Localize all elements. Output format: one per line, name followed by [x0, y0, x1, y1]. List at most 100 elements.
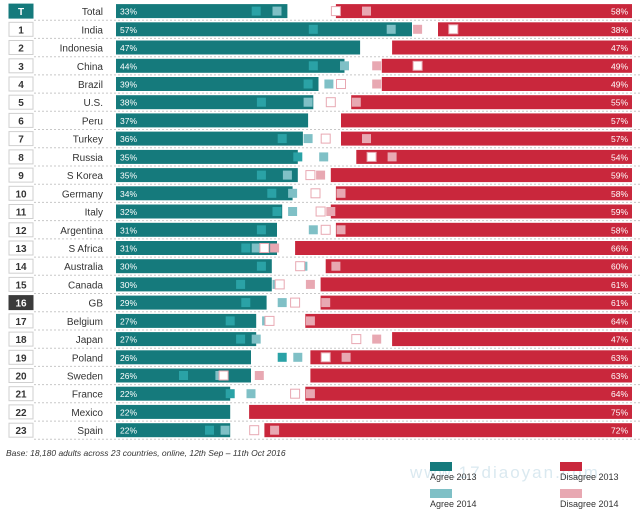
agree-value-label: 39% — [120, 80, 137, 90]
country-label: Australia — [64, 262, 103, 273]
rank-box — [8, 94, 34, 110]
disagree-2014-marker — [372, 79, 382, 89]
disagree-bar — [381, 77, 632, 91]
disagree-value-label: 49% — [611, 80, 628, 90]
rank-label: 12 — [15, 226, 27, 237]
disagree-value-label: 66% — [611, 244, 628, 254]
disagree-2014-marker — [336, 188, 346, 198]
disagree-2013-marker — [325, 97, 336, 108]
country-label: India — [81, 25, 103, 36]
disagree-2014-marker — [387, 152, 397, 162]
agree-2013-marker — [256, 97, 266, 107]
rank-label: 2 — [18, 44, 24, 55]
country-label: Germany — [62, 189, 103, 200]
agree-2013-marker — [225, 389, 235, 399]
disagree-bar — [320, 295, 632, 310]
country-label: Russia — [72, 153, 103, 164]
disagree-bar — [438, 22, 632, 37]
disagree-bar — [330, 168, 632, 183]
agree-2013-marker — [293, 152, 303, 162]
disagree-2014-marker — [254, 371, 264, 380]
agree-bar — [116, 404, 231, 419]
rank-box — [8, 40, 34, 55]
agree-2013-marker — [277, 352, 287, 362]
agree-2013-marker — [256, 170, 266, 180]
disagree-2014-marker — [331, 261, 341, 271]
disagree-value-label: 38% — [611, 25, 628, 35]
disagree-value-label: 63% — [611, 353, 628, 363]
disagree-bar — [249, 404, 632, 419]
agree-2014-marker — [293, 352, 303, 362]
disagree-value-label: 58% — [611, 7, 628, 17]
agree-2013-marker — [277, 134, 287, 144]
agree-2013-marker — [308, 24, 318, 34]
rank-box — [8, 112, 34, 128]
agree-2013-marker — [308, 61, 318, 71]
agree-value-label: 34% — [120, 189, 137, 199]
disagree-2014-marker — [362, 6, 371, 16]
disagree-2014-marker — [305, 389, 315, 399]
country-label: U.S. — [84, 98, 103, 109]
disagree-2013-marker — [320, 133, 331, 144]
agree-bar — [116, 95, 314, 110]
disagree-bar — [392, 40, 632, 55]
disagree-value-label: 64% — [611, 389, 628, 399]
country-label: Mexico — [71, 408, 103, 419]
disagree-2013-marker — [290, 297, 301, 308]
disagree-value-label: 54% — [611, 152, 628, 162]
disagree-bar — [335, 222, 632, 237]
rank-box — [8, 167, 34, 183]
rank-label: 8 — [18, 153, 24, 164]
rank-box — [8, 276, 34, 292]
rank-box — [8, 258, 34, 274]
rank-box — [8, 313, 34, 329]
agree-2013-marker — [256, 225, 266, 235]
disagree-bar — [305, 313, 632, 328]
agree-2013-marker — [303, 79, 313, 89]
agree-bar — [116, 241, 277, 255]
rank-box — [8, 422, 34, 438]
agree-value-label: 22% — [120, 407, 137, 417]
rank-label: 23 — [15, 426, 27, 437]
agree-bar — [116, 186, 293, 201]
disagree-2014-marker — [321, 298, 331, 308]
rank-box — [8, 131, 34, 147]
agree-bar — [116, 423, 231, 438]
rank-label: T — [18, 7, 24, 18]
country-label: Brazil — [78, 80, 103, 91]
rank-box — [8, 349, 34, 365]
agree-value-label: 35% — [120, 171, 137, 181]
agree-bar — [116, 168, 298, 183]
agree-2014-marker — [251, 243, 261, 253]
disagree-value-label: 59% — [611, 207, 628, 217]
legend-label: Disagree 2014 — [560, 499, 619, 509]
agree-2013-marker — [225, 316, 235, 326]
disagree-2013-marker — [320, 352, 331, 363]
disagree-2013-marker — [320, 224, 331, 235]
country-label: S Africa — [69, 244, 104, 255]
disagree-value-label: 57% — [611, 116, 628, 126]
disagree-2013-marker — [336, 79, 346, 89]
agree-bar — [116, 58, 345, 73]
rank-box — [8, 3, 34, 19]
disagree-2013-marker — [412, 60, 423, 71]
disagree-2013-marker — [218, 370, 229, 381]
disagree-bar — [330, 204, 632, 219]
disagree-bar — [335, 4, 632, 19]
agree-2013-marker — [236, 334, 246, 344]
rank-box — [8, 222, 34, 238]
agree-2013-marker — [205, 425, 214, 435]
disagree-2014-marker — [362, 134, 371, 144]
agree-2013-marker — [241, 298, 251, 308]
legend-swatch — [560, 489, 582, 498]
agree-value-label: 27% — [120, 316, 137, 326]
agree-2013-marker — [179, 371, 188, 380]
legend-label: Disagree 2013 — [560, 472, 619, 482]
disagree-2013-marker — [305, 170, 316, 181]
rank-label: 18 — [15, 335, 27, 346]
agree-bar — [116, 350, 251, 365]
agree-value-label: 38% — [120, 98, 137, 108]
country-label: France — [72, 390, 104, 401]
rank-label: 16 — [15, 299, 27, 310]
disagree-2013-marker — [249, 425, 260, 436]
